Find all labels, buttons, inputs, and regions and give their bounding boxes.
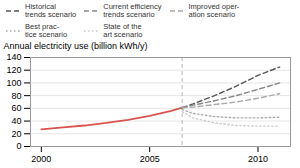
html-text:State of the art scenario: State of the art scenario: [103, 21, 143, 39]
svg-text:120: 120: [6, 65, 21, 75]
svg-text:40: 40: [11, 116, 21, 126]
svg-text:80: 80: [11, 91, 21, 101]
svg-text:20: 20: [11, 129, 21, 139]
svg-text:2010: 2010: [248, 154, 268, 164]
html-text:Best prac- tice scenario: Best prac- tice scenario: [25, 21, 68, 39]
svg-text:2000: 2000: [31, 154, 51, 164]
svg-text:2005: 2005: [140, 154, 160, 164]
svg-text:100: 100: [6, 78, 21, 88]
svg-text:0: 0: [16, 141, 21, 151]
svg-text:140: 140: [6, 52, 21, 62]
html-text:Historical trends scenario: Historical trends scenario: [25, 2, 77, 20]
svg-text:60: 60: [11, 103, 21, 113]
html-text:Improved oper- ation scenario: Improved oper- ation scenario: [188, 2, 240, 20]
html-text:Current efficiency trends scen: Current efficiency trends scenario: [103, 2, 162, 20]
svg-text:Annual electricity use (billio: Annual electricity use (billion kWh/y): [4, 41, 148, 51]
